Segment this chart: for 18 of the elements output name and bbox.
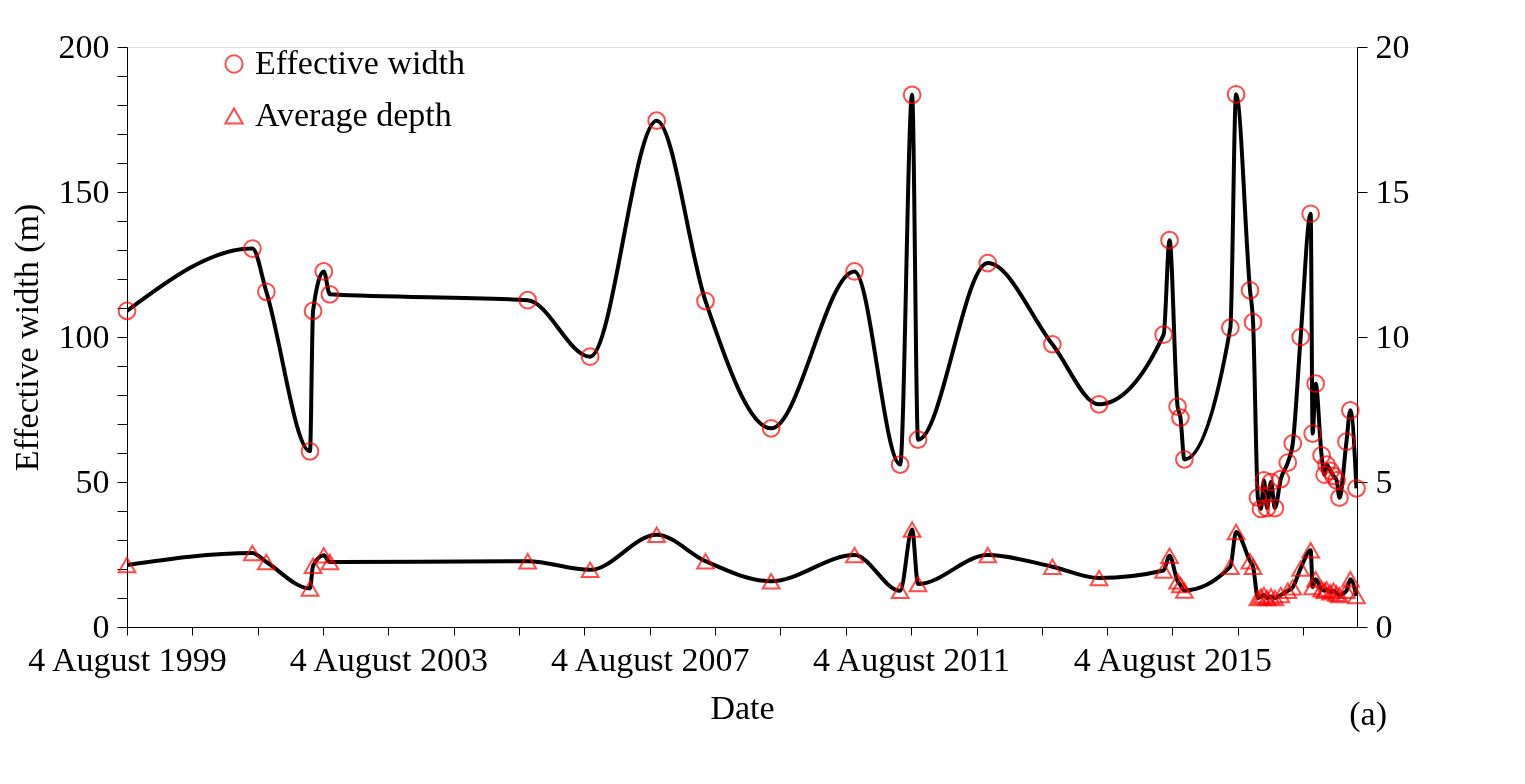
y-axis-title: Effective width (m): [7, 203, 46, 472]
y2-tick-label: 5: [1375, 462, 1393, 500]
x-tick-label: 4 August 2007: [551, 640, 750, 678]
y-tick-label: 100: [58, 317, 110, 355]
x-tick-label: 4 August 2015: [1073, 640, 1273, 678]
x-tick-label: 4 August 2003: [289, 640, 489, 678]
text: (a): [1349, 695, 1387, 733]
x-tick-label: 4 August 2011: [813, 640, 1011, 678]
y-tick-label: 200: [58, 27, 110, 65]
y2-tick-label: 20: [1375, 27, 1410, 65]
legend-label: Average depth: [255, 96, 452, 133]
y2-tick-label: 10: [1375, 317, 1410, 355]
y-tick-label: 50: [75, 462, 110, 500]
y2-tick-label: 0: [1375, 607, 1393, 645]
y-tick-label: 150: [58, 172, 110, 210]
x-axis-title: Date: [710, 688, 775, 726]
y2-tick-label: 15: [1375, 172, 1410, 210]
legend-label: Effective width: [255, 44, 465, 81]
